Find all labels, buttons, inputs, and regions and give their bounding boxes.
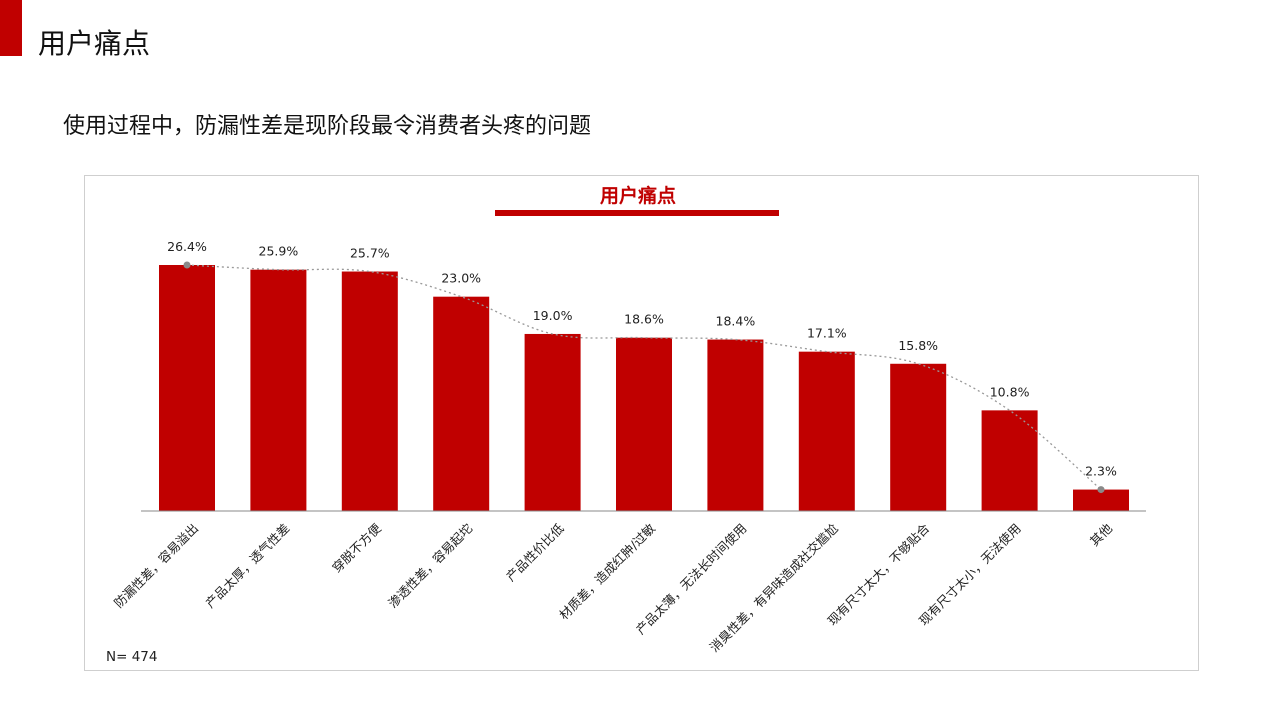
- data-label: 18.4%: [716, 314, 756, 329]
- data-label: 18.6%: [624, 312, 664, 327]
- bar: [250, 269, 307, 511]
- category-label: 产品太厚，透气性差: [202, 521, 292, 611]
- category-label: 穿脱不方便: [329, 520, 384, 575]
- bar: [707, 339, 764, 511]
- chart-title-underline: [495, 210, 779, 216]
- chart-title: 用户痛点: [600, 184, 676, 207]
- category-label: 渗透性差，容易起坨: [385, 521, 475, 611]
- data-label: 15.8%: [898, 338, 938, 353]
- trend-line: [186, 264, 1102, 491]
- chart-frame: 用户痛点 26.4% 25.9% 25.7% 23.0% 19.0% 18.6% 18.4% 1…: [84, 175, 1199, 671]
- data-label: 23.0%: [441, 271, 481, 286]
- category-label: 产品性价比低: [503, 520, 567, 584]
- sample-size-note: N= 474: [106, 649, 157, 665]
- data-label: 19.0%: [533, 308, 573, 323]
- data-label: 17.1%: [807, 326, 847, 341]
- bar: [1073, 489, 1129, 511]
- bar: [890, 363, 947, 511]
- category-label: 现有尺寸太小，无法使用: [916, 521, 1024, 629]
- page-title: 用户痛点: [38, 27, 151, 60]
- bar: [433, 296, 490, 511]
- trend-marker-end: [1097, 486, 1105, 494]
- data-label: 10.8%: [990, 384, 1030, 399]
- bar: [981, 410, 1038, 511]
- bar-chart: 用户痛点 26.4% 25.9% 25.7% 23.0% 19.0% 18.6% 18.4% 1…: [106, 184, 1146, 665]
- bar: [159, 265, 215, 511]
- category-label: 材质差，造成红肿/过敏: [556, 520, 658, 622]
- category-label: 现有尺寸太大，不够贴合: [824, 520, 932, 628]
- page-subtitle: 使用过程中，防漏性差是现阶段最令消费者头疼的问题: [63, 114, 592, 139]
- data-label: 2.3%: [1085, 464, 1117, 479]
- bar: [616, 337, 672, 511]
- category-label: 防漏性差，容易溢出: [111, 521, 201, 611]
- trend-marker-start: [183, 261, 191, 269]
- category-label: 其他: [1087, 520, 1116, 549]
- data-label: 25.7%: [350, 246, 390, 261]
- bar: [798, 351, 855, 511]
- bar: [524, 333, 581, 511]
- bar: [341, 271, 398, 511]
- data-label: 26.4%: [167, 239, 207, 254]
- data-label: 25.9%: [259, 244, 299, 259]
- title-accent-bar: [0, 0, 22, 56]
